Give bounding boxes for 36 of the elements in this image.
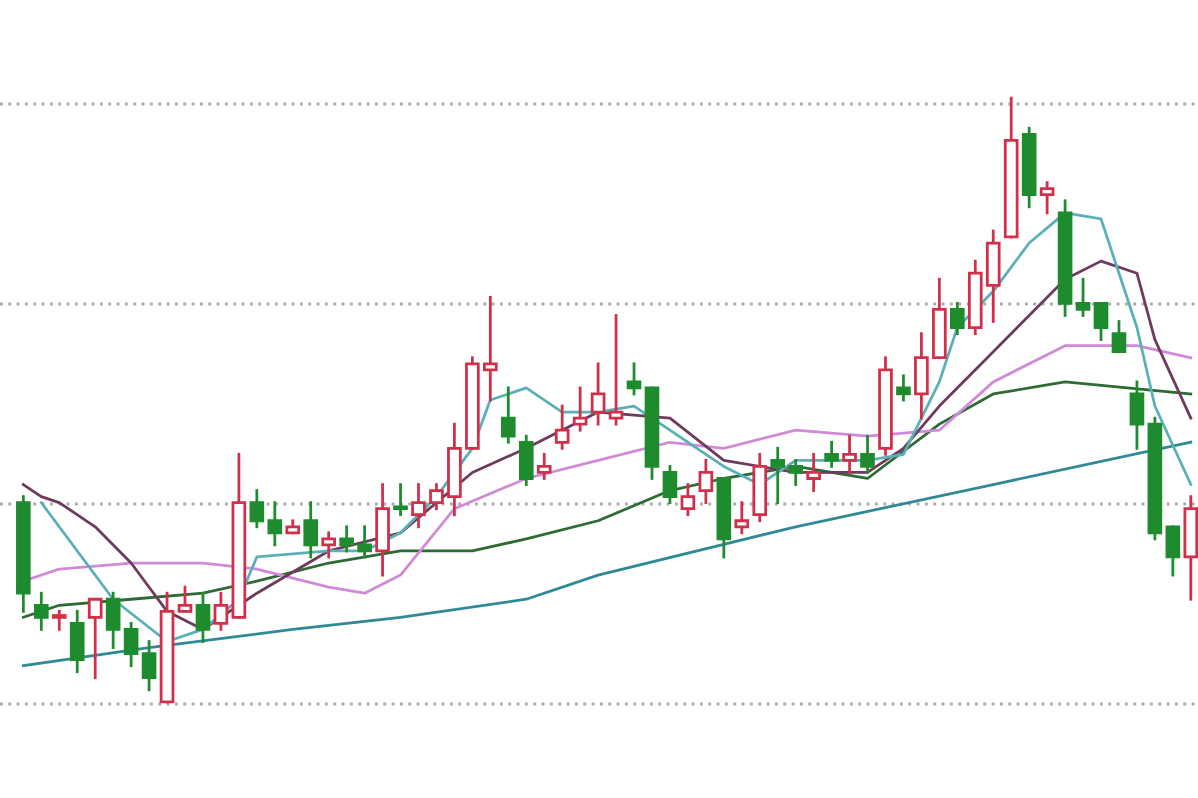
candlestick <box>303 501 319 559</box>
candlestick <box>518 434 534 486</box>
candlestick <box>554 404 570 450</box>
candlestick <box>87 597 103 680</box>
candlestick <box>824 440 839 468</box>
candlestick <box>950 302 965 335</box>
candlestick <box>321 531 336 559</box>
candlestick <box>536 452 552 480</box>
candlestick <box>1075 277 1091 317</box>
candlestick <box>896 374 911 402</box>
candlestick <box>626 362 642 396</box>
candlestick <box>608 314 624 426</box>
candlestick <box>698 458 714 505</box>
candlestick <box>842 434 857 474</box>
candlestick <box>195 591 211 643</box>
candlestick <box>1165 525 1181 577</box>
candlestick <box>213 591 229 631</box>
candlestick <box>177 585 193 613</box>
candlestick <box>1111 320 1127 354</box>
candlestick <box>105 591 121 649</box>
candlestick <box>572 386 588 432</box>
candlestick <box>1129 380 1145 450</box>
candlestick <box>806 452 821 492</box>
candlestick <box>69 609 85 674</box>
candlestick <box>680 483 696 517</box>
candlestick <box>662 465 678 505</box>
candlestick <box>33 591 49 631</box>
candlestick <box>1039 181 1055 215</box>
candlestick <box>860 434 875 474</box>
candlestick <box>141 640 157 692</box>
candlestick <box>734 501 750 535</box>
candlestick <box>51 609 67 631</box>
candlestick <box>1093 302 1109 342</box>
candlestick <box>123 622 139 668</box>
candlestick <box>500 386 516 444</box>
candlestick <box>590 362 606 426</box>
